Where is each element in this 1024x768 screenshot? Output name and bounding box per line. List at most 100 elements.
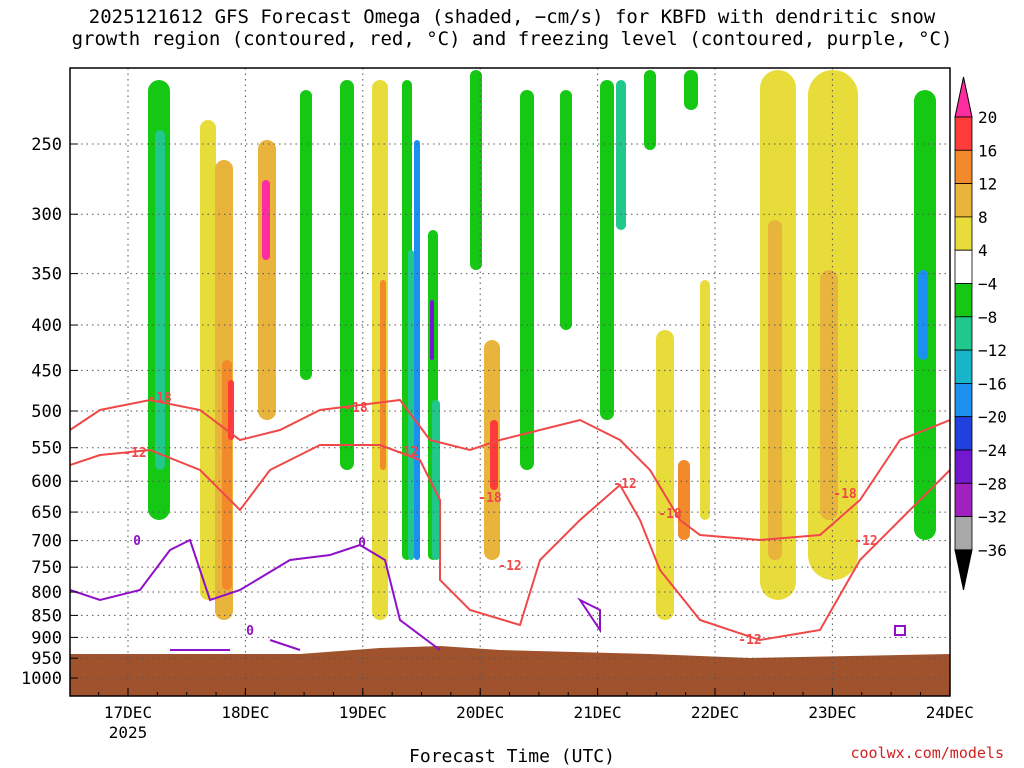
colorbar-label: 16 <box>978 141 997 160</box>
y-tick-label: 450 <box>31 361 62 381</box>
freezing-contour-0 <box>70 538 441 651</box>
y-tick-label: 500 <box>31 402 62 422</box>
chart-title: 2025121612 GFS Forecast Omega (shaded, −… <box>0 6 1024 50</box>
omega-shading-streak <box>918 270 928 360</box>
x-tick-label: 20DEC <box>456 703 504 722</box>
x-tick-label: 18DEC <box>221 703 269 722</box>
omega-shading-streak <box>684 70 698 110</box>
omega-shading-streak <box>700 280 710 520</box>
omega-shading-streak <box>414 140 420 560</box>
terrain-layer <box>70 646 950 696</box>
x-tick-label: 24DEC <box>926 703 974 722</box>
y-tick-label: 600 <box>31 472 62 492</box>
colorbar: 20 16 12 8 4 −4 −8 −12 −16 −20 −24 −28 −32 −36 <box>954 76 1007 591</box>
y-tick-label: 850 <box>31 606 62 626</box>
omega-shading-layer <box>148 70 936 620</box>
colorbar-swatch <box>954 449 973 484</box>
y-tick-label: 900 <box>31 628 62 648</box>
y-tick-label: 950 <box>31 649 62 669</box>
omega-shading-streak <box>678 460 690 540</box>
contour-label: -12 <box>395 445 418 460</box>
colorbar-label: −28 <box>978 474 1007 493</box>
dsgz-contour-minus18 <box>70 398 950 542</box>
y-tick-label: 750 <box>31 558 62 578</box>
contour-label: -12 <box>123 446 146 461</box>
contour-label: -18 <box>478 491 502 506</box>
x-axis: 17DEC 18DEC 19DEC 20DEC 21DEC 22DEC 23DEC 24DEC… <box>98 688 974 742</box>
omega-shading-streak <box>470 70 482 270</box>
x-tick-label: 23DEC <box>808 703 856 722</box>
freezing-contour-0-small <box>894 625 906 636</box>
omega-shading-streak <box>768 220 782 560</box>
colorbar-label: −20 <box>978 408 1007 427</box>
omega-shading-streak <box>262 180 270 260</box>
omega-shading-streak <box>490 420 498 490</box>
x-tick-label: 21DEC <box>574 703 622 722</box>
colorbar-label: −12 <box>978 341 1007 360</box>
source-credit: coolwx.com/models <box>850 744 1004 762</box>
dsgz-contour-minus12 <box>70 444 950 642</box>
colorbar-label: 8 <box>978 208 988 227</box>
colorbar-top-arrow <box>954 76 973 118</box>
omega-shading-streak <box>408 250 414 560</box>
x-tick-label: 17DEC <box>104 703 152 722</box>
contour-label: -12 <box>738 633 761 648</box>
grid-lines <box>70 68 950 696</box>
colorbar-swatch <box>954 149 973 185</box>
terrain-area <box>70 646 950 696</box>
contour-label: -12 <box>498 559 521 574</box>
x-tick-label: 19DEC <box>339 703 387 722</box>
y-tick-label: 300 <box>31 205 62 225</box>
omega-shading-streak <box>340 80 354 470</box>
y-tick-label: 400 <box>31 316 62 336</box>
colorbar-swatch <box>954 516 973 551</box>
y-tick-label: 650 <box>31 503 62 523</box>
contour-layer: -18 -18 -12 -12 -18 -12 -18 -12 -18 -12 -12 0 0 0 <box>70 391 950 651</box>
omega-shading-streak <box>228 380 234 440</box>
omega-shading-streak <box>380 280 386 470</box>
colorbar-label: 20 <box>978 108 997 127</box>
contour-label: -18 <box>658 507 682 522</box>
omega-shading-streak <box>600 80 614 420</box>
x-axis-label: Forecast Time (UTC) <box>409 746 615 767</box>
colorbar-label: −32 <box>978 508 1007 527</box>
omega-shading-streak <box>656 330 674 620</box>
colorbar-label: 12 <box>978 175 997 194</box>
y-tick-label: 1000 <box>21 669 62 689</box>
contour-label: -12 <box>854 534 877 549</box>
colorbar-swatch <box>954 183 973 218</box>
y-tick-label: 350 <box>31 265 62 285</box>
omega-shading-streak <box>200 120 216 600</box>
omega-shading-streak <box>432 400 440 560</box>
freezing-contour-0-extra <box>170 597 601 651</box>
y-tick-label: 700 <box>31 532 62 552</box>
colorbar-label: 4 <box>978 241 988 260</box>
x-tick-year: 2025 <box>109 723 148 742</box>
contour-label: 0 <box>133 534 141 549</box>
colorbar-bottom-arrow <box>954 549 973 591</box>
omega-shading-streak <box>560 90 572 330</box>
y-tick-label: 550 <box>31 439 62 459</box>
omega-shading-streak <box>155 130 165 470</box>
colorbar-swatch <box>954 116 973 151</box>
colorbar-swatch <box>954 382 973 418</box>
colorbar-label: −36 <box>978 541 1007 560</box>
colorbar-label: −24 <box>978 441 1007 460</box>
contour-label: 0 <box>358 536 366 551</box>
y-axis: 2503003504004505005506006507007508008509… <box>21 135 78 689</box>
colorbar-swatch <box>954 482 973 517</box>
omega-shading-streak <box>644 70 656 150</box>
omega-shading-streak <box>616 80 626 230</box>
colorbar-label: −16 <box>978 374 1007 393</box>
x-tick-label: 22DEC <box>691 703 739 722</box>
colorbar-swatch <box>954 216 973 251</box>
omega-shading-streak <box>300 90 312 380</box>
colorbar-swatch <box>954 249 973 284</box>
contour-label: -18 <box>344 401 368 416</box>
omega-shading-streak <box>520 90 534 470</box>
title-line-1: 2025121612 GFS Forecast Omega (shaded, −… <box>88 6 936 28</box>
title-line-2: growth region (contoured, red, °C) and f… <box>71 28 953 50</box>
colorbar-label: −4 <box>978 275 997 294</box>
contour-label: -12 <box>613 477 636 492</box>
